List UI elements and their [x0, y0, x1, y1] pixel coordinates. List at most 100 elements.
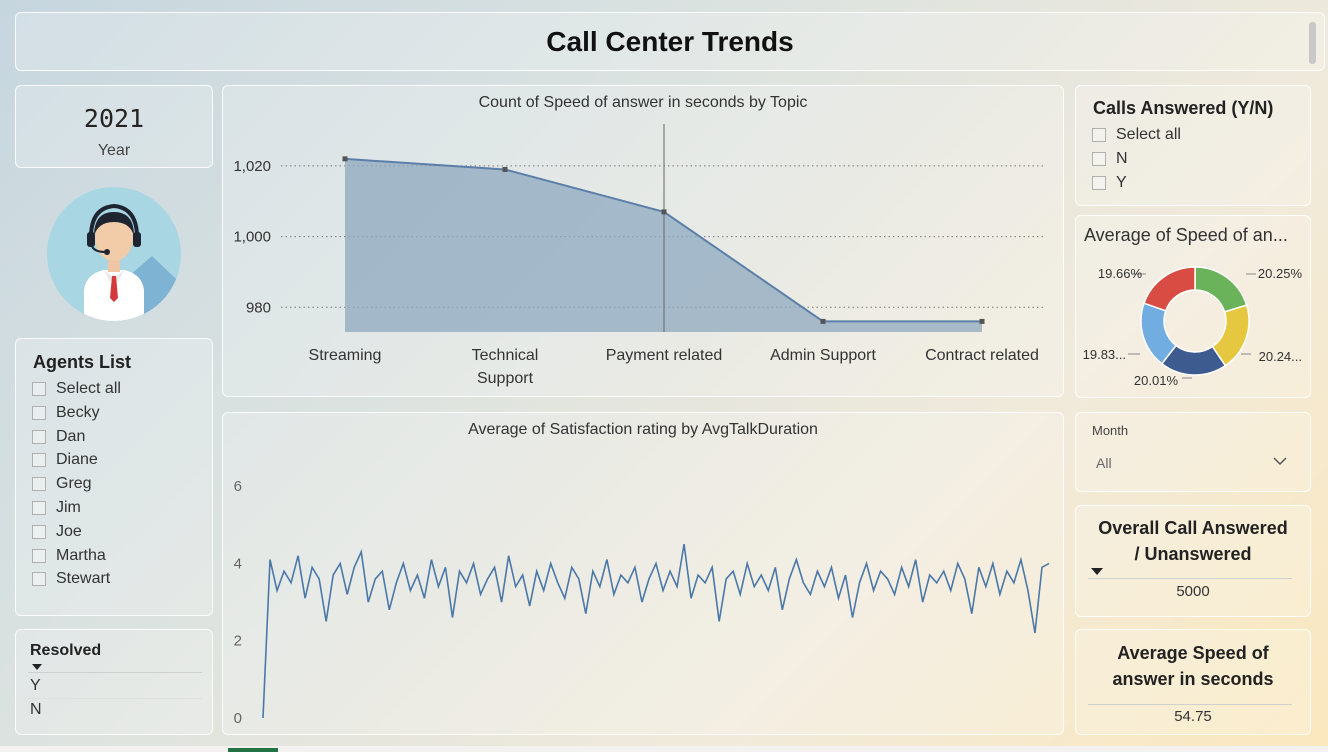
sort-arrow-icon[interactable]: [32, 664, 42, 670]
chevron-down-icon: [1272, 454, 1288, 472]
month-dropdown[interactable]: All: [1086, 447, 1300, 477]
y-tick-label: 0: [234, 710, 242, 727]
satisfaction-line: [262, 544, 1050, 719]
checkbox[interactable]: [32, 382, 46, 396]
slice-label: 20.01%: [1134, 373, 1179, 388]
agent-item[interactable]: Martha: [32, 545, 106, 567]
overall-answered-card: Overall Call Answered / Unanswered 5000: [1075, 505, 1311, 617]
agent-item-label: Becky: [56, 403, 100, 421]
y-tick-label: 1,020: [233, 158, 271, 175]
avg-speed-title-line1: Average Speed of: [1117, 643, 1269, 663]
agent-item[interactable]: Diane: [32, 449, 98, 471]
satisfaction-by-talkduration-chart: Average of Satisfaction rating by AvgTal…: [222, 412, 1064, 735]
x-tick-label: Payment related: [606, 347, 723, 364]
slice-label: 20.24...: [1259, 349, 1302, 364]
checkbox[interactable]: [32, 572, 46, 587]
avg-speed-divider: [1088, 704, 1292, 705]
slice-label: 20.25%: [1258, 266, 1303, 281]
sort-arrow-icon[interactable]: [1091, 568, 1103, 575]
area-chart-title: Count of Speed of answer in seconds by T…: [478, 94, 808, 111]
checkbox[interactable]: [1092, 128, 1106, 142]
agent-item[interactable]: Greg: [32, 473, 92, 495]
checkbox[interactable]: [32, 501, 46, 515]
y-tick-label: 980: [246, 299, 271, 316]
scrollbar-thumb[interactable]: [1309, 22, 1316, 64]
checkbox[interactable]: [32, 405, 46, 420]
resolved-item-n[interactable]: N: [30, 701, 42, 718]
agent-item[interactable]: Select all: [32, 378, 121, 400]
overall-title-line2: / Unanswered: [1134, 544, 1252, 564]
year-value: 2021: [83, 104, 145, 133]
data-point: [661, 209, 667, 215]
agent-item[interactable]: Becky: [32, 402, 100, 424]
overall-title-line1: Overall Call Answered: [1098, 518, 1288, 538]
x-tick-label: Technical: [472, 347, 539, 364]
data-point: [820, 318, 826, 324]
year-card: 2021 Year: [15, 85, 213, 168]
avg-speed-value: 54.75: [1174, 708, 1212, 725]
agent-item-label: Dan: [56, 427, 86, 445]
speed-by-topic-chart: Count of Speed of answer in seconds by T…: [222, 85, 1064, 397]
calls-answered-title: Calls Answered (Y/N): [1093, 98, 1274, 118]
line-chart-svg[interactable]: 6 4 2 0: [223, 413, 1065, 736]
checkbox[interactable]: [32, 548, 46, 563]
area-chart-svg[interactable]: 1,020 1,000 980 Streaming Technical Support Pa…: [223, 86, 1065, 398]
agent-item[interactable]: Joe: [32, 521, 82, 543]
y-tick-label: 2: [234, 633, 242, 650]
agents-list-title: Agents List: [33, 352, 132, 372]
year-label: Year: [97, 142, 131, 159]
y-tick-label: 1,000: [233, 229, 271, 246]
agent-avatar-icon: [46, 186, 182, 322]
agent-item[interactable]: Dan: [32, 426, 85, 448]
y-tick-label: 4: [234, 555, 242, 572]
donut-slice: [1143, 266, 1196, 312]
x-tick-label: Contract related: [925, 347, 1039, 364]
calls-answered-item[interactable]: Y: [1092, 172, 1127, 194]
checkbox[interactable]: [32, 524, 46, 539]
checkbox[interactable]: [32, 429, 46, 444]
data-point: [342, 156, 348, 162]
avg-speed-card: Average Speed of answer in seconds 54.75: [1075, 629, 1311, 735]
calls-answered-item[interactable]: N: [1092, 148, 1128, 170]
calls-answered-item-label: Y: [1116, 174, 1127, 191]
resolved-divider: [28, 698, 202, 699]
month-dropdown-value: All: [1096, 455, 1112, 471]
agent-item-label: Stewart: [56, 570, 111, 588]
overall-value: 5000: [1176, 583, 1210, 600]
calls-answered-item[interactable]: Select all: [1092, 124, 1181, 146]
month-filter-label: Month: [1092, 423, 1129, 438]
calls-answered-item-label: N: [1116, 150, 1128, 167]
resolved-slicer: Resolved Y N: [15, 629, 213, 735]
y-tick-label: 6: [234, 478, 242, 495]
donut-slice: [1194, 266, 1248, 313]
overall-divider: [1088, 578, 1292, 579]
checkbox[interactable]: [32, 477, 46, 492]
agent-item-label: Select all: [56, 380, 121, 397]
page-title: Call Center Trends: [546, 26, 794, 57]
resolved-title: Resolved: [30, 642, 102, 659]
data-point: [502, 166, 508, 172]
donut-chart-svg[interactable]: 20.25% 20.24... 20.01% 19.83... 19.66%: [1076, 216, 1312, 399]
checkbox[interactable]: [1092, 152, 1106, 166]
agents-list-slicer: Agents List Select all Becky Dan Diane Greg J…: [15, 338, 213, 616]
agent-item-label: Diane: [56, 451, 98, 469]
report-title-bar: Call Center Trends: [15, 12, 1325, 71]
x-tick-label: Admin Support: [770, 347, 876, 364]
resolved-item-y[interactable]: Y: [30, 677, 41, 694]
calls-answered-slicer: Calls Answered (Y/N) Select all N Y: [1075, 85, 1311, 206]
checkbox[interactable]: [32, 453, 46, 468]
agent-item[interactable]: Jim: [32, 497, 81, 519]
data-point: [979, 318, 985, 324]
slice-label: 19.83...: [1083, 347, 1126, 362]
checkbox[interactable]: [1092, 176, 1106, 190]
page-tab-strip: [0, 746, 1328, 752]
resolved-divider: [28, 672, 202, 673]
month-filter: Month All: [1075, 412, 1311, 492]
agent-item[interactable]: Stewart: [32, 568, 110, 590]
agent-item-label: Joe: [56, 522, 82, 540]
active-page-tab[interactable]: [228, 748, 278, 752]
agent-item-label: Jim: [56, 499, 81, 516]
x-tick-label: Streaming: [309, 347, 382, 364]
slice-label: 19.66%: [1098, 266, 1143, 281]
avg-speed-donut-card: Average of Speed of an... 20.25% 20.24...…: [1075, 215, 1311, 398]
